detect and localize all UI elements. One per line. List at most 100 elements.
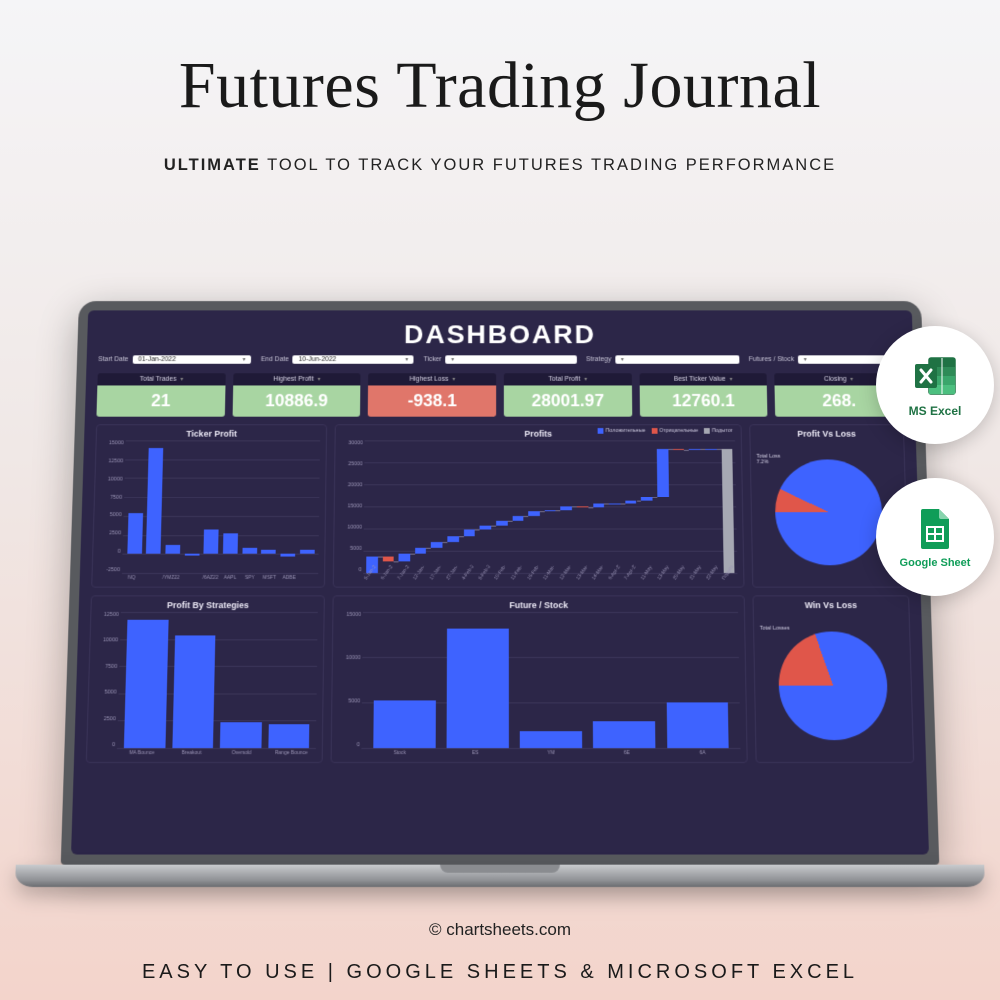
bar bbox=[242, 548, 257, 554]
waterfall-bar bbox=[447, 536, 458, 542]
badge-gsheet-label: Google Sheet bbox=[900, 557, 971, 569]
bar bbox=[204, 530, 219, 554]
waterfall-bar bbox=[496, 521, 507, 526]
waterfall-bar bbox=[577, 507, 588, 508]
chart-ticker-profit: Ticker Profit150001250010000750050002500… bbox=[91, 424, 327, 587]
subtitle-rest: TOOL TO TRACK YOUR FUTURES TRADING PERFO… bbox=[261, 156, 836, 174]
waterfall-bar bbox=[689, 449, 700, 450]
filter-2[interactable]: Ticker bbox=[423, 355, 576, 363]
waterfall-bar bbox=[657, 449, 669, 497]
kpi-0: Total Trades 21 bbox=[96, 373, 225, 416]
bar bbox=[146, 448, 163, 554]
plot-area bbox=[122, 440, 321, 573]
axis-y: 12500100007500500025000 bbox=[89, 612, 119, 748]
bar bbox=[593, 722, 655, 749]
bar bbox=[172, 636, 215, 748]
kpi-value: 10886.9 bbox=[232, 385, 360, 416]
waterfall-bar bbox=[399, 554, 410, 561]
waterfall-bar bbox=[480, 526, 491, 530]
subtitle-bold: ULTIMATE bbox=[164, 156, 261, 174]
pie bbox=[774, 459, 884, 565]
bar bbox=[447, 628, 509, 748]
filter-label: Futures / Stock bbox=[749, 356, 794, 363]
axis-x: 5-Jan-226-Jan-227-Jan-2212-Jan-2217-Jan-… bbox=[363, 578, 737, 588]
axis-y: 150001000050000 bbox=[334, 612, 361, 748]
bar bbox=[300, 549, 315, 554]
laptop-bezel: DASHBOARD Start Date 01-Jan-2022 End Date… bbox=[61, 301, 940, 865]
bar bbox=[184, 554, 199, 556]
bar bbox=[520, 732, 582, 748]
badge-google-sheet: Google Sheet bbox=[876, 478, 994, 596]
chart-title: Future / Stock bbox=[334, 596, 744, 612]
bar bbox=[268, 724, 309, 748]
kpi-label[interactable]: Total Trades bbox=[97, 373, 225, 385]
filter-value[interactable] bbox=[615, 355, 739, 363]
bar bbox=[280, 554, 295, 557]
axis-y: 300002500020000150001000050000 bbox=[336, 440, 363, 573]
waterfall-bar bbox=[382, 557, 393, 561]
waterfall bbox=[364, 440, 738, 573]
kpi-4: Best Ticker Value 12760.1 bbox=[639, 373, 768, 416]
filter-1[interactable]: End Date 10-Jun-2022 bbox=[261, 355, 414, 363]
axis-x: NQ/YMZ22/6AZ22AAPLSPYMSFTADBE bbox=[122, 575, 319, 585]
google-sheets-icon bbox=[911, 505, 959, 553]
bar bbox=[220, 722, 261, 748]
filter-3[interactable]: Strategy bbox=[586, 355, 739, 363]
waterfall-bar bbox=[415, 548, 426, 554]
filter-value[interactable] bbox=[445, 355, 576, 363]
plot-area bbox=[364, 440, 738, 573]
filters-row: Start Date 01-Jan-2022 End Date 10-Jun-20… bbox=[86, 355, 913, 369]
pie-label: Total Loss7.2% bbox=[756, 454, 780, 465]
waterfall-bar bbox=[673, 449, 684, 450]
bar bbox=[223, 533, 238, 554]
chart-title: Profit Vs Loss bbox=[750, 425, 903, 440]
kpi-label[interactable]: Highest Loss bbox=[368, 373, 496, 385]
chart-future-stock: Future / Stock150001000050000StockESYM6E… bbox=[331, 595, 747, 763]
waterfall-bar bbox=[464, 530, 475, 536]
waterfall-bar bbox=[544, 511, 555, 512]
pie-label: Total Losses bbox=[760, 626, 790, 632]
waterfall-bar bbox=[593, 504, 604, 508]
badge-ms-excel: MS Excel bbox=[876, 326, 994, 444]
kpi-value: 21 bbox=[96, 385, 225, 416]
dashboard-title: DASHBOARD bbox=[87, 310, 913, 355]
bar bbox=[127, 513, 143, 554]
filter-0[interactable]: Start Date 01-Jan-2022 bbox=[98, 355, 251, 363]
footer-line: EASY TO USE | GOOGLE SHEETS & MICROSOFT … bbox=[0, 961, 1000, 984]
waterfall-bar bbox=[512, 516, 523, 521]
kpi-3: Total Profit 28001.97 bbox=[504, 373, 632, 416]
kpi-label[interactable]: Highest Profit bbox=[233, 373, 361, 385]
copyright: © chartsheets.com bbox=[0, 920, 1000, 940]
waterfall-bar bbox=[609, 503, 620, 504]
kpi-label[interactable]: Best Ticker Value bbox=[639, 373, 767, 385]
bar bbox=[261, 550, 276, 554]
filter-label: Start Date bbox=[98, 356, 128, 363]
bar bbox=[165, 545, 180, 554]
filter-label: Strategy bbox=[586, 356, 611, 363]
legend: ПоложительныеОтрицательныеПодытог bbox=[598, 428, 733, 434]
chart-profit-by-strategies: Profit By Strategies12500100007500500025… bbox=[86, 595, 325, 763]
filter-value[interactable]: 01-Jan-2022 bbox=[132, 355, 251, 363]
dashboard: DASHBOARD Start Date 01-Jan-2022 End Date… bbox=[71, 310, 929, 854]
excel-icon bbox=[911, 352, 959, 400]
kpi-1: Highest Profit 10886.9 bbox=[232, 373, 361, 416]
kpi-label[interactable]: Total Profit bbox=[504, 373, 632, 385]
waterfall-bar bbox=[625, 500, 636, 503]
kpi-value: 28001.97 bbox=[504, 385, 632, 416]
waterfall-bar bbox=[705, 449, 716, 450]
waterfall-bar bbox=[561, 507, 572, 511]
chart-title: Profit By Strategies bbox=[91, 596, 324, 612]
chart-profits: ProfitsПоложительныеОтрицательныеПодытог… bbox=[333, 424, 744, 587]
kpi-2: Highest Loss -938.1 bbox=[368, 373, 496, 416]
plot-area bbox=[117, 612, 318, 748]
badge-excel-label: MS Excel bbox=[909, 404, 962, 418]
bar bbox=[666, 702, 729, 748]
chart-win-vs-loss: Win Vs LossTotal Losses bbox=[752, 595, 914, 763]
bar bbox=[124, 620, 168, 749]
filter-value[interactable]: 10-Jun-2022 bbox=[293, 355, 414, 363]
page-title: Futures Trading Journal bbox=[0, 0, 1000, 124]
laptop: DASHBOARD Start Date 01-Jan-2022 End Date… bbox=[60, 285, 940, 887]
plot-area bbox=[362, 612, 740, 748]
axis-y: 1500012500100007500500025000-2500 bbox=[95, 440, 124, 573]
filter-4[interactable]: Futures / Stock bbox=[749, 355, 902, 363]
